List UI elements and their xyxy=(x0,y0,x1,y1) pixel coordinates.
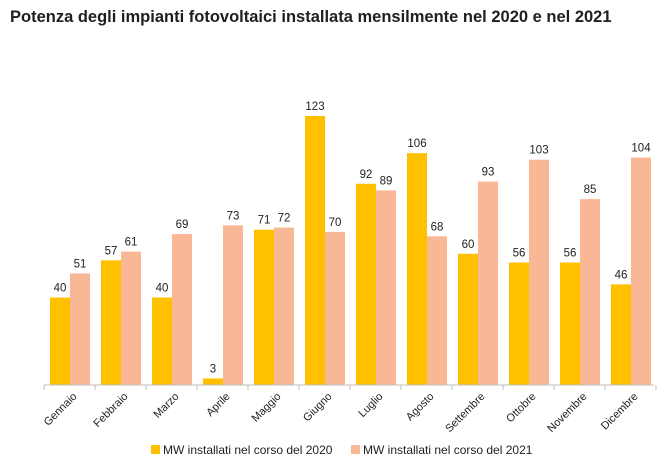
value-label-2021-maggio: 72 xyxy=(278,213,291,225)
bar-2020-luglio xyxy=(356,183,376,385)
bar-2020-aprile xyxy=(203,378,223,385)
value-label-2021-gennaio: 51 xyxy=(74,258,87,270)
value-label-2021-giugno: 70 xyxy=(329,217,342,229)
bar-2021-agosto xyxy=(427,236,447,385)
bar-2020-dicembre xyxy=(611,284,631,385)
bar-2020-novembre xyxy=(560,262,580,385)
value-label-2020-dicembre: 46 xyxy=(615,269,628,281)
value-label-2020-aprile: 3 xyxy=(210,363,216,375)
bar-2021-luglio xyxy=(376,190,396,385)
value-label-2020-novembre: 56 xyxy=(564,248,577,260)
value-label-2021-agosto: 68 xyxy=(431,221,444,233)
value-label-2020-settembre: 60 xyxy=(462,239,475,251)
bar-2020-gennaio xyxy=(50,297,70,385)
bar-2020-febbraio xyxy=(101,260,121,385)
bar-2020-settembre xyxy=(458,253,478,385)
bar-2021-novembre xyxy=(580,199,600,385)
value-label-2021-luglio: 89 xyxy=(380,175,393,187)
bar-2021-dicembre xyxy=(631,157,651,385)
bar-2021-ottobre xyxy=(529,159,549,385)
category-label-aprile: Aprile xyxy=(204,391,232,419)
value-label-2020-ottobre: 56 xyxy=(513,248,526,260)
value-label-2021-aprile: 73 xyxy=(227,210,240,222)
bar-2020-marzo xyxy=(152,297,172,385)
bar-2021-marzo xyxy=(172,234,192,385)
value-label-2020-febbraio: 57 xyxy=(105,245,118,257)
value-label-2020-maggio: 71 xyxy=(258,215,271,227)
value-label-2021-ottobre: 103 xyxy=(529,145,548,157)
value-label-2021-novembre: 85 xyxy=(584,184,597,196)
bar-2021-gennaio xyxy=(70,273,90,385)
category-label-dicembre: Dicembre xyxy=(599,391,641,433)
value-label-2021-febbraio: 61 xyxy=(125,237,138,249)
bar-2021-aprile xyxy=(223,225,243,385)
category-label-luglio: Luglio xyxy=(356,391,385,420)
category-label-marzo: Marzo xyxy=(152,391,182,421)
category-label-gennaio: Gennaio xyxy=(42,391,80,429)
value-label-2021-marzo: 69 xyxy=(176,219,189,231)
legend: MW installati nel corso del 2020 MW inst… xyxy=(151,443,533,457)
bar-2020-maggio xyxy=(254,229,274,385)
legend-swatch-2020 xyxy=(151,445,160,454)
value-label-2020-luglio: 92 xyxy=(360,169,373,181)
bar-2021-giugno xyxy=(325,231,345,385)
bar-2020-giugno xyxy=(305,116,325,385)
category-label-novembre: Novembre xyxy=(545,391,589,435)
chart-title: Potenza degli impianti fotovoltaici inst… xyxy=(10,8,612,26)
value-label-2020-gennaio: 40 xyxy=(54,283,67,295)
category-label-giugno: Giugno xyxy=(301,391,335,425)
bar-2021-maggio xyxy=(274,227,294,385)
bar-2021-febbraio xyxy=(121,251,141,385)
bar-2021-settembre xyxy=(478,181,498,385)
value-label-2020-marzo: 40 xyxy=(156,283,169,295)
legend-label-2021: MW installati nel corso del 2021 xyxy=(363,443,533,457)
bar-2020-ottobre xyxy=(509,262,529,385)
category-label-settembre: Settembre xyxy=(443,391,487,435)
value-label-2020-giugno: 123 xyxy=(305,101,324,113)
category-label-agosto: Agosto xyxy=(404,391,437,424)
legend-label-2020: MW installati nel corso del 2020 xyxy=(163,443,333,457)
value-label-2021-dicembre: 104 xyxy=(631,143,651,155)
bars-group: 40 51 57 61 40 69 3 73 71 72 123 70 92 89 106 68 60 93 56 1… xyxy=(50,101,651,385)
value-label-2021-settembre: 93 xyxy=(482,167,495,179)
category-label-febbraio: Febbraio xyxy=(91,391,130,430)
category-label-ottobre: Ottobre xyxy=(504,391,538,425)
tick-marks xyxy=(43,385,657,390)
bar-2020-agosto xyxy=(407,153,427,385)
category-label-maggio: Maggio xyxy=(250,391,284,425)
legend-swatch-2021 xyxy=(351,445,360,454)
value-label-2020-agosto: 106 xyxy=(407,138,426,150)
category-labels: Gennaio Febbraio Marzo Aprile Maggio Giugno Lu… xyxy=(42,391,641,435)
